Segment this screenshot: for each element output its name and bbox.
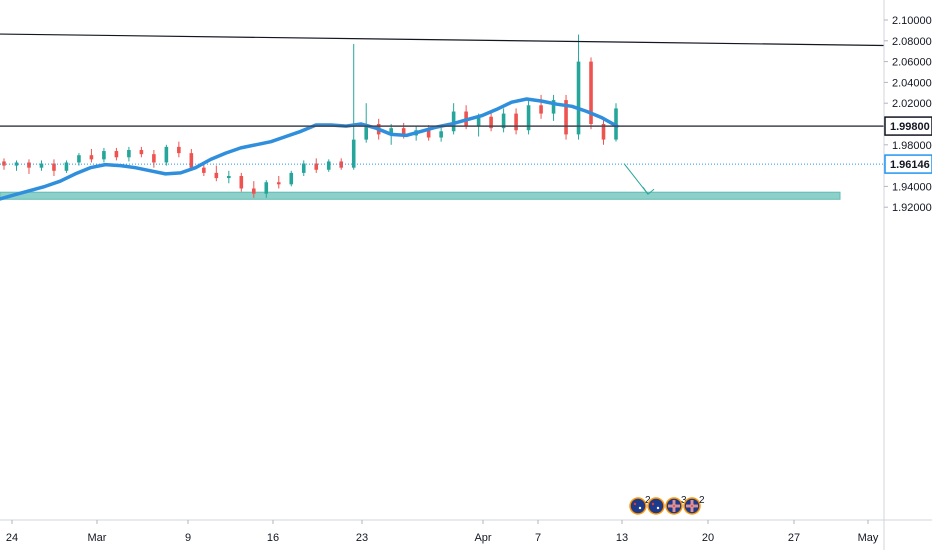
y-tick-label: 1.94000 bbox=[892, 181, 932, 193]
candle-body bbox=[189, 153, 194, 168]
x-tick-label: 13 bbox=[616, 532, 628, 544]
current-price-label: 1.96146 bbox=[890, 159, 930, 171]
level-price-label-box bbox=[884, 116, 932, 136]
candle-body bbox=[289, 172, 294, 185]
flag-star bbox=[656, 506, 660, 510]
x-tick-label: May bbox=[858, 532, 879, 544]
candle-body bbox=[526, 105, 531, 131]
candle-body bbox=[539, 105, 543, 114]
y-tick-label: 1.98000 bbox=[892, 140, 932, 152]
moving-average-layer bbox=[0, 97, 619, 201]
candle-body bbox=[164, 146, 169, 163]
candle-body bbox=[439, 131, 443, 138]
candle-body bbox=[14, 162, 19, 166]
x-tick-label: 9 bbox=[185, 532, 191, 544]
level-price-label: 1.99800 bbox=[890, 121, 930, 133]
candle-body bbox=[576, 61, 581, 135]
price-axis[interactable]: 2.100002.080002.060002.040002.020002.000… bbox=[883, 0, 932, 550]
drawing-lines-layer bbox=[0, 33, 885, 195]
candle-body bbox=[239, 176, 244, 189]
uk-flag-icon[interactable]: 3 bbox=[665, 495, 687, 515]
candle-body bbox=[276, 182, 281, 185]
candle-body bbox=[451, 111, 456, 132]
candle-body bbox=[89, 155, 94, 160]
candle-body bbox=[564, 100, 568, 135]
y-tick-label: 2.04000 bbox=[892, 77, 932, 89]
projection-arrow-head bbox=[642, 186, 655, 195]
candle-body bbox=[301, 163, 306, 173]
candle-body bbox=[251, 188, 256, 194]
candle-body bbox=[177, 146, 181, 154]
flag-circle bbox=[629, 497, 647, 515]
y-tick-label: 2.08000 bbox=[892, 36, 932, 48]
x-tick-label: 23 bbox=[356, 532, 368, 544]
x-tick-label: 24 bbox=[6, 532, 18, 544]
flag-mark bbox=[651, 502, 655, 506]
candle-body bbox=[52, 163, 56, 171]
candle-body bbox=[39, 163, 44, 168]
event-flags[interactable]: 2 3 2 bbox=[629, 495, 705, 515]
moving-average-line bbox=[0, 97, 619, 201]
candle-body bbox=[339, 161, 344, 168]
y-tick-label: 1.92000 bbox=[892, 202, 932, 214]
candle-body bbox=[77, 155, 81, 163]
candle-body bbox=[264, 182, 269, 194]
candle-body bbox=[152, 154, 156, 163]
time-axis[interactable]: 24 Mar 9 16 23 Apr 7 13 20 27 May bbox=[0, 519, 932, 544]
current-price-label-box bbox=[884, 154, 932, 174]
candle-body bbox=[514, 113, 518, 131]
candle-body bbox=[326, 161, 331, 170]
flag-mark bbox=[633, 502, 637, 506]
candle-body bbox=[389, 128, 393, 135]
candle-body bbox=[227, 176, 231, 179]
candle-body bbox=[401, 128, 406, 136]
x-tick-label: 27 bbox=[788, 532, 800, 544]
candle-body bbox=[351, 139, 356, 168]
candle-body bbox=[426, 130, 431, 138]
y-tick-label: 2.02000 bbox=[892, 98, 932, 110]
candle-body bbox=[64, 162, 69, 171]
candle-body bbox=[489, 116, 493, 129]
candle-body bbox=[202, 167, 206, 173]
flag-count: 2 bbox=[645, 495, 651, 506]
candle-body bbox=[139, 150, 144, 155]
candle-body bbox=[2, 161, 6, 166]
x-tick-label: 7 bbox=[535, 532, 541, 544]
support-zone-layer bbox=[0, 191, 841, 200]
flag-star bbox=[638, 506, 642, 510]
candle-body bbox=[364, 124, 369, 140]
flag-circle bbox=[647, 497, 665, 515]
candle-body bbox=[127, 150, 131, 158]
candle-body bbox=[589, 61, 593, 124]
candle-body bbox=[501, 113, 506, 129]
au-flag-icon[interactable]: 2 bbox=[629, 495, 651, 515]
candle-body bbox=[601, 124, 606, 140]
x-tick-label: 16 bbox=[267, 532, 279, 544]
flag-count: 2 bbox=[699, 495, 705, 506]
candle-body bbox=[551, 100, 556, 114]
y-tick-label: 2.06000 bbox=[892, 57, 932, 69]
support-zone bbox=[0, 191, 841, 200]
candle-body bbox=[102, 151, 106, 160]
candle-body bbox=[214, 172, 219, 179]
resistance-trendline[interactable] bbox=[0, 33, 885, 47]
flag-count: 3 bbox=[681, 495, 687, 506]
x-tick-label: Apr bbox=[474, 532, 491, 544]
x-tick-label: Mar bbox=[88, 532, 107, 544]
candle-body bbox=[476, 116, 481, 127]
candle-body bbox=[314, 163, 319, 170]
y-tick-label: 2.10000 bbox=[892, 15, 932, 27]
uk-flag-icon[interactable]: 2 bbox=[683, 495, 705, 515]
candle-body bbox=[27, 162, 31, 168]
x-tick-label: 20 bbox=[702, 532, 714, 544]
candle-body bbox=[114, 151, 119, 158]
au-flag-icon[interactable] bbox=[647, 497, 665, 515]
